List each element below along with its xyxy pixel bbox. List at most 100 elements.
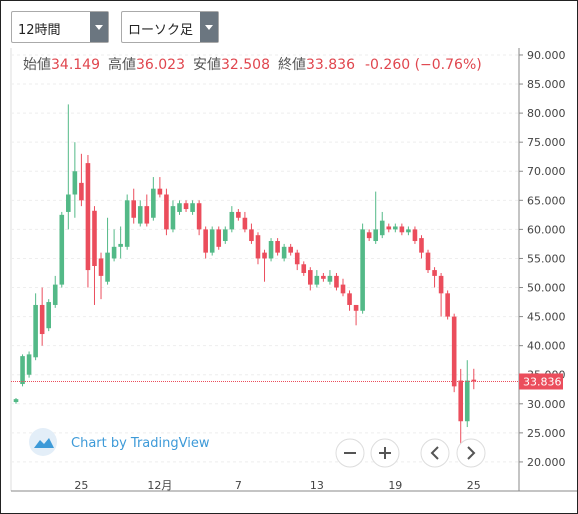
y-tick-label: 90.000: [527, 49, 566, 62]
candle-body: [458, 380, 464, 422]
candle-body: [275, 241, 280, 253]
candle-body: [425, 252, 431, 271]
candle-body: [105, 252, 110, 282]
legend-value: 33.836: [306, 57, 355, 73]
candle-body: [281, 246, 287, 259]
candle-body: [301, 264, 307, 273]
candle-body: [111, 246, 117, 259]
candle-body: [190, 203, 195, 212]
candle-body: [203, 229, 208, 253]
candle-body: [151, 188, 156, 218]
price-label: 33.836: [523, 375, 562, 388]
candle-body: [334, 275, 339, 288]
x-tick-label: 25: [467, 479, 481, 492]
candle-body: [347, 293, 352, 305]
x-tick-label: 19: [388, 479, 402, 492]
candle-body: [419, 238, 424, 253]
style-text: ローソク足: [128, 23, 194, 38]
candle-body: [196, 203, 202, 230]
candle-body: [170, 206, 176, 230]
candle-body: [464, 380, 470, 422]
candle-body: [360, 229, 365, 311]
candle-body: [236, 211, 241, 218]
candle-body: [471, 379, 477, 382]
button-icons: [344, 446, 476, 460]
candle-body: [118, 243, 123, 247]
candle-body: [131, 200, 137, 218]
y-tick-label: 55.000: [527, 252, 566, 265]
candle-body: [255, 235, 261, 259]
candle-body: [399, 226, 405, 233]
candle-body: [308, 270, 313, 285]
candle-body: [268, 241, 274, 259]
legend-value: 36.023: [136, 57, 185, 73]
candle-body: [46, 302, 51, 329]
candle-body: [26, 354, 32, 375]
x-tick-label: 13: [310, 479, 324, 492]
candle-body: [379, 220, 385, 236]
candle-body: [177, 203, 182, 212]
candle-body: [314, 275, 320, 285]
candle-body: [445, 293, 450, 317]
y-tick-label: 85.000: [527, 78, 566, 91]
brand-logo[interactable]: [29, 428, 57, 456]
legend-label: 始値: [23, 57, 51, 73]
y-tick-label: 50.000: [527, 282, 566, 295]
candle-body: [79, 182, 84, 201]
candle-body: [137, 206, 143, 224]
y-tick-label: 80.000: [527, 107, 566, 120]
candle-body: [222, 229, 228, 242]
x-tick-label: 25: [74, 479, 88, 492]
x-tick-label: 12月: [147, 479, 172, 492]
candle-body: [412, 229, 418, 242]
legend-value: 34.149: [51, 57, 100, 73]
y-tick-label: 20.000: [527, 456, 566, 469]
scroll-right-button[interactable]: [456, 438, 486, 468]
candle-body: [327, 275, 333, 282]
candle-body: [340, 284, 346, 294]
style-select[interactable]: ローソク足: [121, 11, 219, 43]
candle-body: [321, 275, 326, 279]
ohlc-legend: 始値34.149 高値36.023 安値32.508 終値33.836 -0.260 (…: [23, 56, 482, 73]
candle-body: [249, 229, 254, 242]
candle-body: [288, 246, 293, 253]
candle-body: [242, 217, 248, 230]
candle-body: [294, 252, 300, 265]
candle-body: [209, 229, 215, 253]
candle-body: [432, 270, 437, 276]
legend-label: 終値: [278, 57, 306, 73]
candle-body: [157, 188, 163, 195]
candle-body: [183, 203, 189, 210]
interval-text: 12時間: [18, 23, 61, 38]
candle-body: [39, 304, 45, 335]
candle-body: [20, 356, 25, 385]
y-tick-label: 65.000: [527, 194, 566, 207]
y-tick-label: 70.000: [527, 165, 566, 178]
candle-body: [98, 258, 104, 276]
y-tick-label: 30.000: [527, 398, 566, 411]
candle-body: [72, 171, 78, 195]
y-tick-label: 75.000: [527, 136, 566, 149]
scroll-left-button[interactable]: [420, 438, 450, 468]
candle-body: [438, 275, 444, 294]
candle-body: [52, 284, 58, 305]
candle-body: [393, 226, 398, 230]
candle-body: [13, 399, 19, 403]
candle-body: [92, 210, 97, 267]
candle-body: [353, 304, 359, 311]
x-tick-label: 7: [235, 479, 242, 492]
candle-body: [229, 211, 235, 230]
candle-body: [66, 194, 71, 212]
y-tick-label: 25.000: [527, 427, 566, 440]
y-tick-label: 60.000: [527, 223, 566, 236]
candle-body: [373, 229, 378, 242]
price-label-box: [519, 373, 563, 390]
brand-link[interactable]: Chart by TradingView: [71, 436, 210, 451]
candle-body: [386, 226, 392, 230]
legend-value: 32.508: [221, 57, 270, 73]
candle-body: [124, 200, 130, 247]
interval-select[interactable]: 12時間: [11, 11, 109, 43]
candle-body: [164, 194, 169, 230]
